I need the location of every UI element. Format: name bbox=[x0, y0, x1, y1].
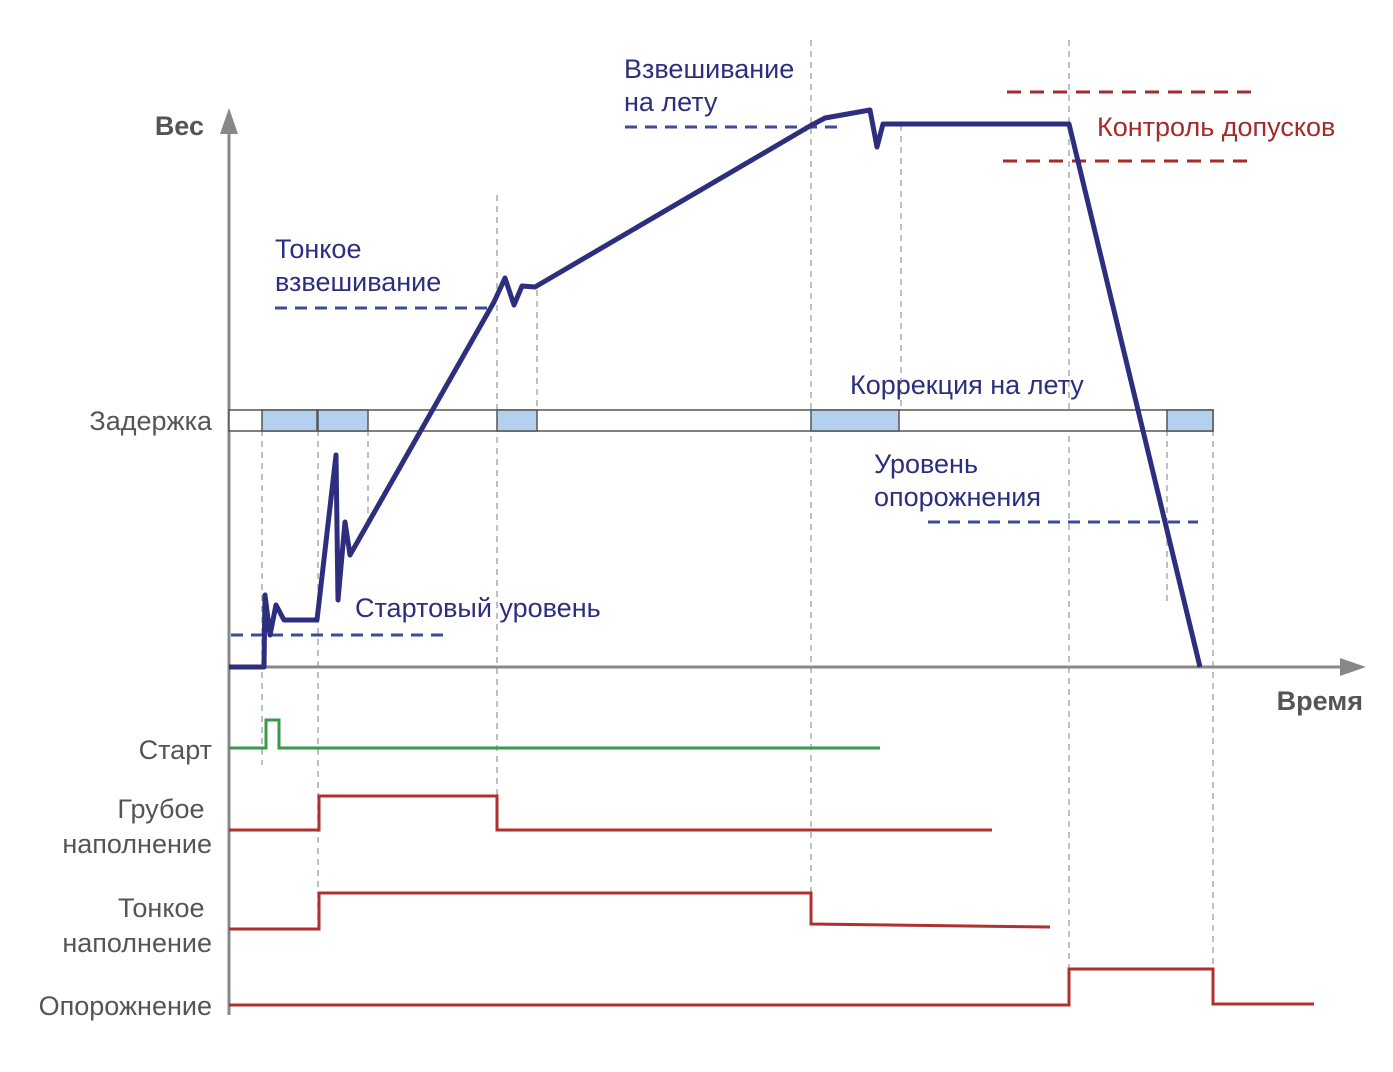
x-axis-arrow-icon bbox=[1340, 658, 1366, 676]
fine-fill-signal bbox=[229, 891, 1051, 931]
coarse-fill-line-2: наполнение bbox=[62, 829, 212, 859]
x-axis-label: Время bbox=[1277, 686, 1363, 716]
start-signal bbox=[229, 718, 880, 750]
weight-curve bbox=[229, 107, 1203, 670]
empty-level-line-2: опорожнения bbox=[874, 482, 1041, 512]
fine-weighing-label: Тонкое взвешивание bbox=[275, 234, 441, 297]
delay-segment-5 bbox=[1166, 409, 1214, 432]
empty-level-label: Уровень опорожнения bbox=[874, 449, 1041, 512]
y-axis-arrow-icon bbox=[220, 108, 238, 134]
coarse-fill-label: Грубое наполнение bbox=[62, 794, 212, 859]
delay-segment-4 bbox=[810, 409, 900, 432]
vertical-guides bbox=[261, 40, 1214, 1005]
correction-on-fly-label: Коррекция на лету bbox=[850, 370, 1084, 400]
fine-weighing-line-1: Тонкое bbox=[275, 234, 361, 264]
fine-fill-line-2: наполнение bbox=[62, 928, 212, 958]
fine-weighing-line-2: взвешивание bbox=[275, 267, 441, 297]
delay-segment-3 bbox=[496, 409, 538, 432]
empty-level-line-1: Уровень bbox=[874, 449, 978, 479]
delay-row bbox=[228, 409, 1214, 432]
y-axis-label: Вес bbox=[155, 111, 204, 141]
weighing-on-fly-line-2: на лету bbox=[624, 87, 718, 117]
start-signal-label: Старт bbox=[139, 735, 212, 765]
axes bbox=[220, 108, 1366, 1015]
delay-band bbox=[228, 409, 1214, 432]
start-level-label: Стартовый уровень bbox=[355, 593, 601, 623]
delay-label: Задержка bbox=[89, 406, 213, 436]
delay-segment-1 bbox=[261, 409, 318, 432]
emptying-signal bbox=[229, 967, 1314, 1007]
emptying-label: Опорожнение bbox=[39, 991, 212, 1021]
tolerance-control-label: Контроль допусков bbox=[1097, 112, 1335, 142]
delay-segment-2 bbox=[317, 409, 369, 432]
weighing-on-fly-label: Взвешивание на лету bbox=[624, 54, 802, 117]
fine-fill-label: Тонкое наполнение bbox=[62, 893, 212, 958]
coarse-fill-signal bbox=[229, 794, 992, 832]
coarse-fill-line-1: Грубое bbox=[117, 794, 204, 824]
weighing-on-fly-line-1: Взвешивание bbox=[624, 54, 794, 84]
level-markers bbox=[231, 90, 1255, 637]
fine-fill-line-1: Тонкое bbox=[118, 893, 204, 923]
